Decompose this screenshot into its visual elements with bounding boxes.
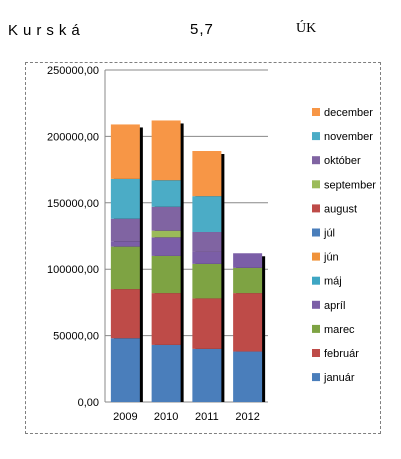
bar-segment <box>151 230 181 238</box>
legend-swatch <box>312 156 320 165</box>
y-tick-label: 150000,00 <box>47 198 99 210</box>
bar-segment <box>233 253 263 268</box>
bar-segment <box>192 348 222 402</box>
x-tick-label: 2012 <box>235 411 259 423</box>
legend-label: marec <box>324 324 355 336</box>
y-tick-label: 200000,00 <box>47 131 99 143</box>
bar-segment <box>192 263 222 299</box>
bar-segment <box>192 232 222 252</box>
legend-swatch <box>312 349 320 357</box>
legend-swatch <box>312 252 320 261</box>
x-tick-label: 2009 <box>113 411 137 423</box>
station-name: Kurská <box>8 22 85 39</box>
legend-label: október <box>324 155 361 167</box>
legend-swatch <box>312 204 320 213</box>
legend-label: február <box>324 348 359 360</box>
bar-segment <box>110 178 140 219</box>
x-tick-label: 2011 <box>195 411 219 423</box>
y-tick-label: 0,00 <box>78 397 99 409</box>
x-tick-label: 2010 <box>154 411 178 423</box>
bar-segment <box>192 196 222 233</box>
bar-segment <box>151 180 181 207</box>
legend-swatch <box>312 276 320 285</box>
header-value: 5,7 <box>190 21 214 38</box>
y-tick-label: 100000,00 <box>47 264 99 276</box>
bar-segment <box>151 120 181 181</box>
bar-segment <box>151 293 181 345</box>
legend-swatch <box>312 300 320 309</box>
bar-segment <box>110 124 140 179</box>
chart-frame <box>25 62 381 434</box>
legend-label: november <box>324 131 373 143</box>
legend-label: december <box>324 107 373 119</box>
bar-segment <box>192 151 222 197</box>
legend-label: jún <box>323 252 339 264</box>
bar-segment <box>110 218 140 242</box>
bar-segment <box>110 338 140 402</box>
header-unit: ÚK <box>296 21 317 36</box>
bar-segment <box>110 241 140 247</box>
bar-segment <box>151 237 181 256</box>
bar-segment <box>233 293 263 352</box>
legend-swatch <box>312 373 320 382</box>
bar-segment <box>233 267 263 294</box>
legend-swatch <box>312 324 320 333</box>
bar-segment <box>110 246 140 290</box>
legend-label: september <box>324 179 376 191</box>
legend-swatch <box>312 180 320 189</box>
bar-segment <box>151 255 181 294</box>
bar-segment <box>151 206 181 231</box>
legend-label: júl <box>323 228 335 240</box>
legend-swatch <box>312 228 320 237</box>
legend-label: máj <box>324 276 342 288</box>
y-tick-label: 50000,00 <box>53 331 99 343</box>
bar-segment <box>233 351 263 402</box>
bar-segment <box>192 251 222 264</box>
legend-swatch <box>312 108 320 116</box>
legend-label: január <box>323 372 355 384</box>
bar-segment <box>192 298 222 349</box>
y-tick-label: 250000,00 <box>47 65 99 77</box>
bar-segment <box>151 344 181 402</box>
legend-label: apríl <box>324 300 345 312</box>
legend-label: august <box>324 203 357 215</box>
bar-segment <box>110 289 140 339</box>
legend-swatch <box>312 132 320 141</box>
